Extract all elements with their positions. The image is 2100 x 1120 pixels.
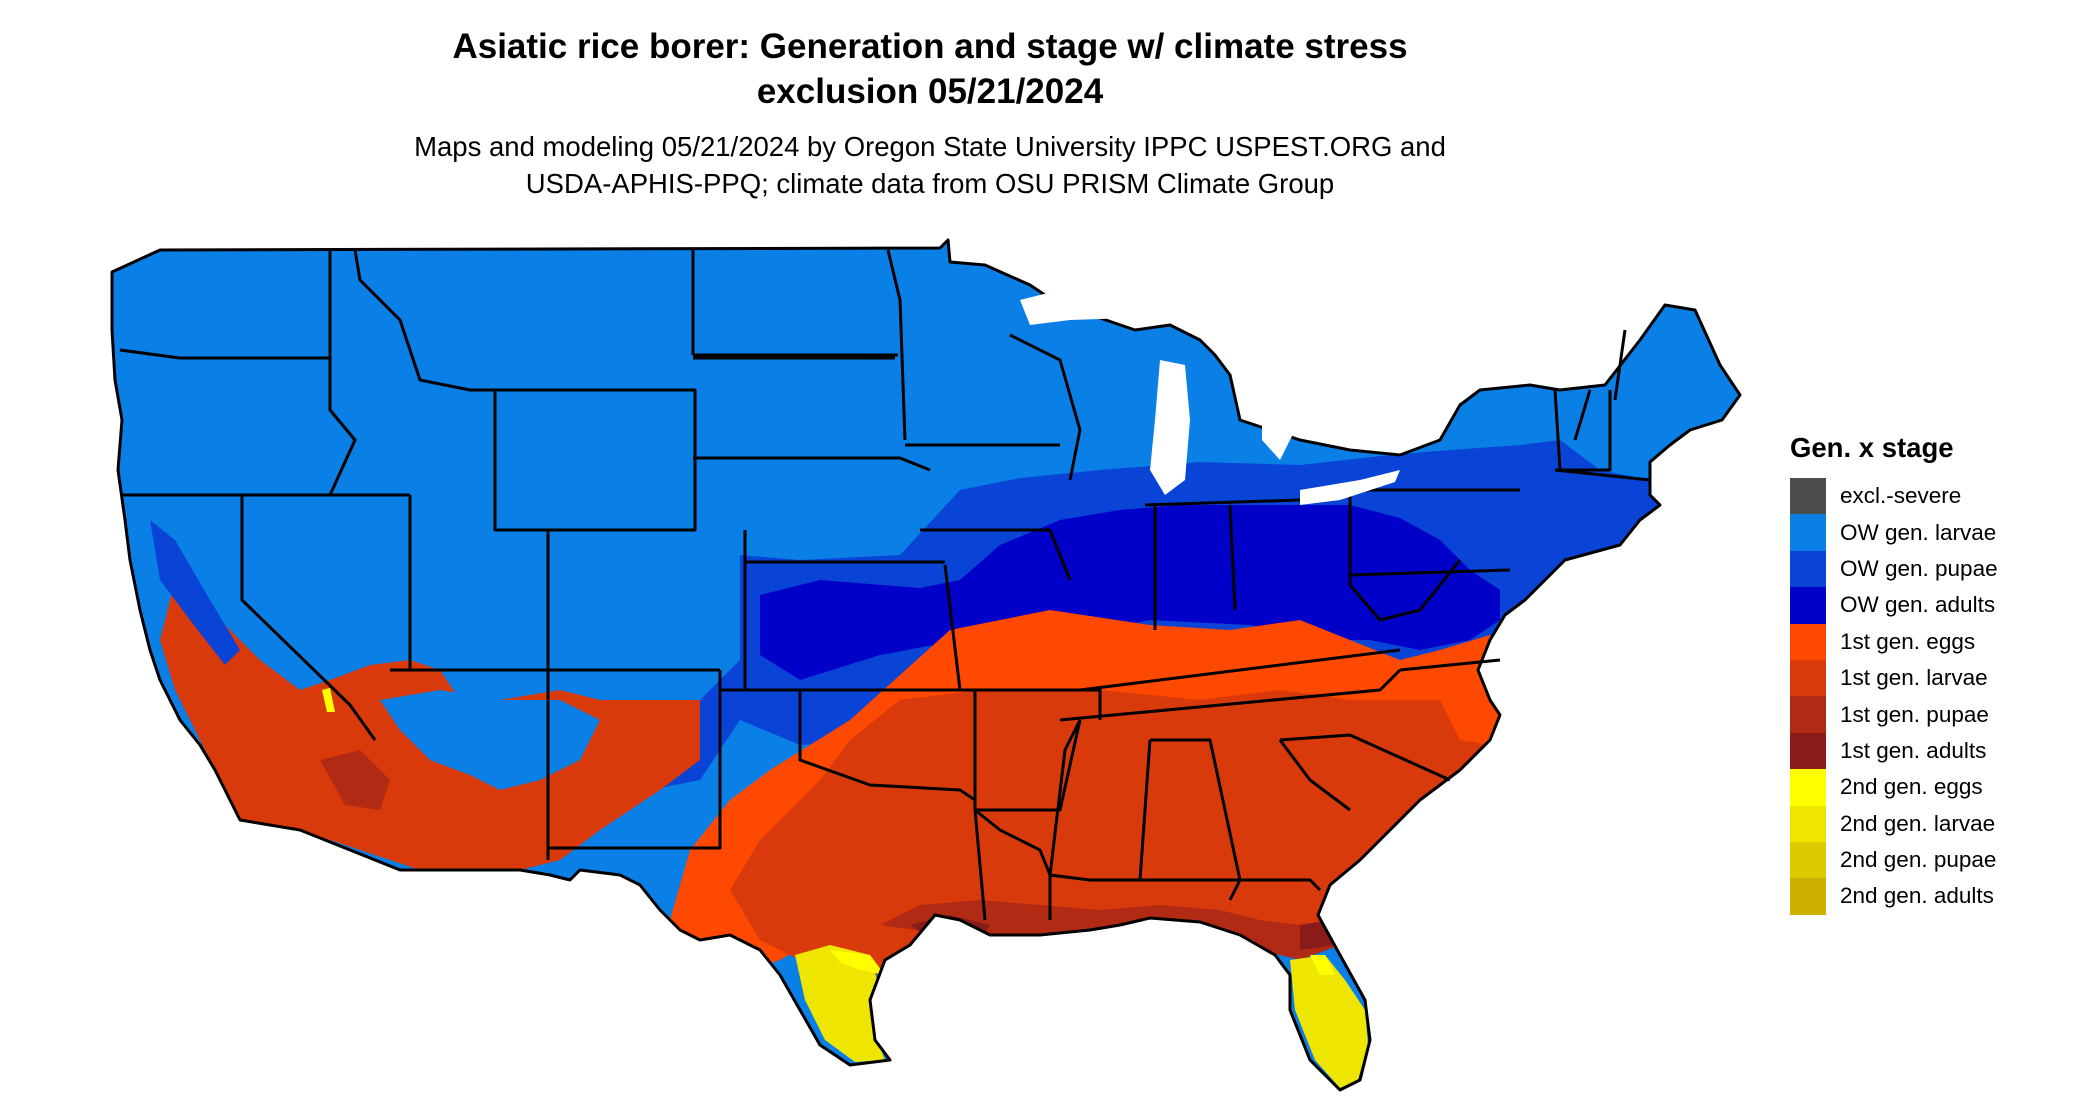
map-title: Asiatic rice borer: Generation and stage… — [0, 24, 1860, 114]
legend-swatch — [1790, 550, 1826, 588]
us-map — [100, 230, 1800, 1120]
border-mo-outline — [943, 564, 1102, 720]
legend-label: excl.-severe — [1840, 483, 1962, 509]
state-borders — [110, 238, 1742, 1092]
legend-item-1st-adults: 1st gen. adults — [1790, 732, 2080, 770]
lake-michigan — [1150, 360, 1190, 495]
legend-item-2nd-adults: 2nd gen. adults — [1790, 878, 2080, 915]
border-ma-ct — [1554, 468, 1651, 482]
border-ky-tn — [1079, 648, 1401, 692]
legend-swatch — [1790, 478, 1826, 515]
legend-item-1st-eggs: 1st gen. eggs — [1790, 623, 2080, 660]
legend-items: excl.-severe OW gen. larvae OW gen. pupa… — [1790, 478, 2080, 915]
border-vt-nh — [1573, 389, 1592, 441]
border-wy-outline — [493, 388, 697, 532]
legend-item-ow-pupae: OW gen. pupae — [1790, 550, 2080, 588]
legend-label: 1st gen. eggs — [1840, 628, 1976, 654]
legend-title: Gen. x stage — [1790, 432, 1954, 463]
legend-swatch — [1790, 732, 1826, 770]
legend: Gen. x stage excl.-severe OW gen. larvae… — [1790, 430, 2080, 915]
border-va-nc — [1399, 658, 1501, 672]
region-1st-gen-pupae-desert — [320, 750, 390, 810]
legend-swatch — [1790, 623, 1826, 660]
map-title-line-1: Asiatic rice borer: Generation and stage… — [452, 27, 1408, 66]
border-pa-south — [1349, 568, 1511, 577]
legend-item-2nd-pupae: 2nd gen. pupae — [1790, 841, 2080, 879]
legend-label: 2nd gen. adults — [1840, 883, 1994, 909]
border-id-west — [328, 250, 357, 496]
stage-regions — [112, 240, 1740, 1090]
legend-label: OW gen. larvae — [1840, 519, 1997, 545]
legend-swatch — [1790, 878, 1826, 915]
border-in-oh — [1228, 504, 1237, 611]
legend-swatch — [1790, 514, 1826, 551]
border-sd-ne — [693, 456, 931, 472]
us-outline — [110, 238, 1742, 1092]
legend-label: 2nd gen. pupae — [1840, 847, 1997, 873]
region-ow-pupae-sierra — [150, 520, 240, 665]
border-wi-mi — [1009, 333, 1082, 481]
legend-label: OW gen. pupae — [1840, 555, 1998, 581]
border-tx-la — [973, 809, 987, 921]
legend-label: 1st gen. larvae — [1840, 665, 1988, 691]
border-mn-west — [886, 249, 907, 441]
border-al-ga — [1150, 738, 1242, 901]
legend-item-ow-larvae: OW gen. larvae — [1790, 514, 2080, 551]
region-ow-larvae-az-highlands — [380, 690, 600, 790]
border-fl-north — [1140, 878, 1322, 892]
lake-huron — [1250, 360, 1295, 460]
legend-swatch — [1790, 587, 1826, 624]
legend-swatch — [1790, 769, 1826, 806]
legend-swatch — [1790, 696, 1826, 733]
legend-item-2nd-larvae: 2nd gen. larvae — [1790, 805, 2080, 842]
map-title-line-2: exclusion 05/21/2024 — [756, 72, 1104, 111]
border-wa-or — [119, 348, 330, 360]
map-subtitle-line-1: Maps and modeling 05/21/2024 by Oregon S… — [414, 131, 1446, 162]
great-lakes — [1020, 285, 1400, 505]
lake-erie — [1300, 470, 1400, 505]
border-la-outline — [974, 808, 1052, 920]
border-ga-sc — [1278, 739, 1351, 812]
region-2nd-gen-eggs-texas — [830, 950, 885, 975]
legend-item-1st-larvae: 1st gen. larvae — [1790, 659, 2080, 697]
us-map-svg — [110, 238, 1742, 1092]
border-mi-south — [1144, 498, 1301, 507]
region-2nd-gen-larvae-florida — [1290, 955, 1368, 1088]
border-nc-sc — [1279, 733, 1451, 782]
map-subtitle-line-2: USDA-APHIS-PPQ; climate data from OSU PR… — [525, 168, 1335, 199]
border-nm-tx — [548, 670, 722, 850]
border-ar-outline — [973, 690, 1082, 812]
legend-label: 2nd gen. larvae — [1840, 810, 1996, 836]
legend-swatch — [1790, 841, 1826, 879]
border-tn-outline — [1059, 668, 1402, 722]
region-2nd-gen-eggs-desert — [322, 688, 335, 712]
border-nh-me — [1613, 329, 1627, 401]
legend-label: 1st gen. adults — [1840, 737, 1987, 763]
legend-label: 1st gen. pupae — [1840, 701, 1989, 727]
region-2nd-gen-larvae-texas — [795, 945, 885, 1062]
border-ms-al — [1048, 719, 1152, 882]
legend-swatch — [1790, 659, 1826, 697]
map-subtitle: Maps and modeling 05/21/2024 by Oregon S… — [0, 128, 1860, 202]
border-ia-mo — [920, 528, 1072, 581]
border-wv-va — [1348, 559, 1462, 622]
legend-item-excl-severe: excl.-severe — [1790, 478, 2080, 515]
lake-superior — [1020, 285, 1165, 325]
border-ok-tx — [720, 688, 976, 802]
legend-item-2nd-eggs: 2nd gen. eggs — [1790, 769, 2080, 806]
region-2nd-gen-eggs-florida — [1310, 955, 1335, 975]
legend-swatch — [1790, 805, 1826, 842]
legend-label: OW gen. adults — [1840, 592, 1996, 618]
border-id-mt — [353, 249, 495, 392]
border-ca-nv — [240, 495, 377, 741]
legend-item-ow-adults: OW gen. adults — [1790, 587, 2080, 624]
legend-item-1st-pupae: 1st gen. pupae — [1790, 696, 2080, 733]
border-new-england — [1553, 389, 1612, 472]
legend-label: 2nd gen. eggs — [1840, 774, 1983, 800]
